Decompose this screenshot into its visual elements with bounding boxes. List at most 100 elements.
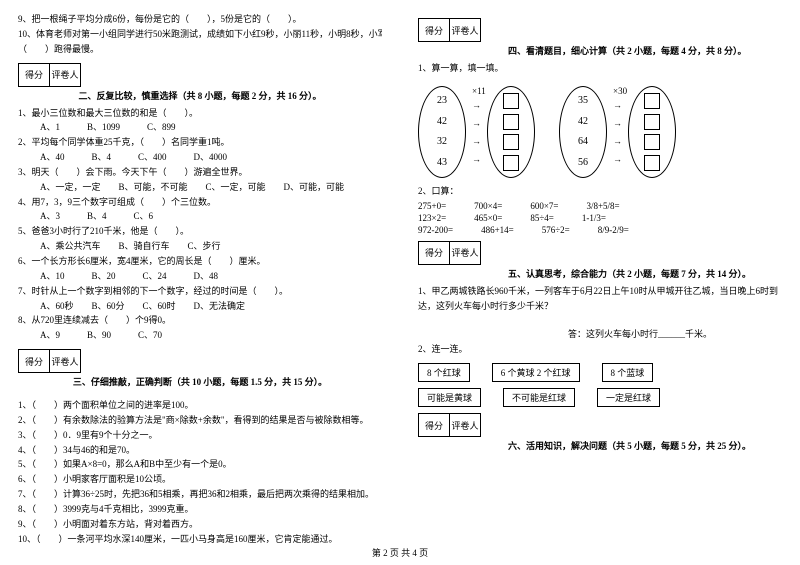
oval-number: 35 xyxy=(578,96,588,106)
calc-cell: 600×7= xyxy=(530,201,558,211)
score-box-6: 得分 评卷人 xyxy=(418,413,782,437)
blank-box[interactable] xyxy=(644,114,660,130)
score-label: 得分 xyxy=(418,413,450,437)
tf-item: 7、（ ）计算36÷25时，先把36和5相乘，再把36和2相乘，最后把两次乘得的… xyxy=(18,487,382,502)
blank-box[interactable] xyxy=(503,93,519,109)
match-box[interactable]: 8 个蓝球 xyxy=(602,363,654,382)
score-box-2: 得分 评卷人 xyxy=(18,63,382,87)
score-box-3: 得分 评卷人 xyxy=(18,349,382,373)
tf-item: 5、（ ）如果A×8=0，那么A和B中至少有一个是0。 xyxy=(18,457,382,472)
diagram-2: 35 42 64 56 ×30 → → → → xyxy=(559,86,676,178)
arrow-icon: → xyxy=(472,136,481,146)
arrow-icon: → xyxy=(613,154,622,164)
tf-item: 4、（ ）34与46的和是70。 xyxy=(18,443,382,458)
grader-label: 评卷人 xyxy=(450,18,481,42)
oval-number: 42 xyxy=(437,117,447,127)
oval-number: 43 xyxy=(437,158,447,168)
section-6-title: 六、活用知识，解决问题（共 5 小题，每题 5 分，共 25 分）。 xyxy=(418,439,782,452)
match-box[interactable]: 8 个红球 xyxy=(418,363,470,382)
blank-box[interactable] xyxy=(644,155,660,171)
mc-question: 4、用7，3，9三个数字可组成（ ）个三位数。 xyxy=(18,195,382,210)
oval-number: 64 xyxy=(578,137,588,147)
grader-label: 评卷人 xyxy=(50,349,81,373)
match-row-2: 可能是黄球 不可能是红球 一定是红球 xyxy=(418,388,782,407)
q5-1a: 1、甲乙两城铁路长960千米，一列客车于6月22日上午10时从甲城开往乙城，当日… xyxy=(418,284,782,299)
mc-options: A、10 B、20 C、24 D、48 xyxy=(18,269,382,284)
blank-box[interactable] xyxy=(503,134,519,150)
arrow-col-1: ×11 → → → → xyxy=(472,100,481,164)
mc-question: 6、一个长方形长6厘米，宽4厘米，它的周长是（ ）厘米。 xyxy=(18,254,382,269)
section-5-title: 五、认真思考，综合能力（共 2 小题，每题 7 分，共 14 分）。 xyxy=(418,267,782,280)
match-box[interactable]: 一定是红球 xyxy=(597,388,660,407)
mc-question: 2、平均每个同学体重25千克，（ ）名同学重1吨。 xyxy=(18,135,382,150)
q5-1-answer: 答：这列火车每小时行______千米。 xyxy=(418,327,782,342)
score-box-4: 得分 评卷人 xyxy=(418,18,782,42)
diagram-1: 23423243 ×11 → → → → xyxy=(418,86,535,178)
blank-box[interactable] xyxy=(644,93,660,109)
mc-question: 5、爸爸3小时行了210千米，他是（ ）。 xyxy=(18,224,382,239)
oval-number: 56 xyxy=(578,158,588,168)
mc-options: A、一定，一定 B、可能，不可能 C、一定，可能 D、可能，可能 xyxy=(18,180,382,195)
calc-cell: 85÷4= xyxy=(530,213,554,223)
calc-cell: 3/8+5/8= xyxy=(586,201,619,211)
blank-box[interactable] xyxy=(503,155,519,171)
grader-label: 评卷人 xyxy=(450,241,481,265)
mc-options: A、40 B、4 C、400 D、4000 xyxy=(18,150,382,165)
calc-cell: 465×0= xyxy=(474,213,502,223)
match-row-1: 8 个红球 6 个黄球 2 个红球 8 个蓝球 xyxy=(418,363,782,382)
match-box[interactable]: 可能是黄球 xyxy=(418,388,481,407)
calc-row: 123×2=465×0=85÷4=1-1/3= xyxy=(418,213,782,223)
oval-number: 42 xyxy=(578,117,588,127)
mc-question: 3、明天（ ）会下雨。今天下午（ ）游遍全世界。 xyxy=(18,165,382,180)
arrow-icon: → xyxy=(472,154,481,164)
score-label: 得分 xyxy=(418,18,450,42)
section-3-title: 三、仔细推敲，正确判断（共 10 小题，每题 1.5 分，共 15 分）。 xyxy=(18,375,382,388)
grader-label: 评卷人 xyxy=(50,63,81,87)
calc-cell: 972-200= xyxy=(418,225,453,235)
q9: 9、把一根绳子平均分成6份，每份是它的（ ），5份是它的（ ）。 xyxy=(18,12,382,27)
calc-cell: 8/9-2/9= xyxy=(598,225,629,235)
page-footer: 第 2 页 共 4 页 xyxy=(0,546,800,559)
match-box[interactable]: 6 个黄球 2 个红球 xyxy=(492,363,580,382)
calc-cell: 700×4= xyxy=(474,201,502,211)
grader-label: 评卷人 xyxy=(450,413,481,437)
calc-cell: 123×2= xyxy=(418,213,446,223)
arrow-col-2: ×30 → → → → xyxy=(613,100,622,164)
mc-options: A、3 B、4 C、6 xyxy=(18,209,382,224)
q4-1: 1、算一算，填一填。 xyxy=(418,61,782,76)
match-box[interactable]: 不可能是红球 xyxy=(503,388,575,407)
oval-input-1: 23423243 xyxy=(418,86,466,178)
oval-number: 23 xyxy=(437,96,447,106)
arrow-icon: → xyxy=(613,100,622,110)
q5-1b: 达，这列火车每小时行多少千米？ xyxy=(418,299,782,314)
mc-question: 8、从720里连续减去（ ）个9得0。 xyxy=(18,313,382,328)
mc-question: 7、时针从上一个数字到相邻的下一个数字，经过的时间是（ ）。 xyxy=(18,284,382,299)
score-label: 得分 xyxy=(18,63,50,87)
calc-row: 275+0= 700×4= 600×7= 3/8+5/8= xyxy=(418,201,782,211)
mc-options: A、乘公共汽车 B、骑自行车 C、步行 xyxy=(18,239,382,254)
score-box-5: 得分 评卷人 xyxy=(418,241,782,265)
arrow-icon: → xyxy=(613,136,622,146)
blank-box[interactable] xyxy=(644,134,660,150)
section-4-title: 四、看清题目，细心计算（共 2 小题，每题 4 分，共 8 分）。 xyxy=(418,44,782,57)
score-label: 得分 xyxy=(418,241,450,265)
calc-row: 972-200=486+14=576÷2=8/9-2/9= xyxy=(418,225,782,235)
tf-item: 2、（ ）有余数除法的验算方法是"商×除数+余数"，看得到的结果是否与被除数相等… xyxy=(18,413,382,428)
tf-item: 6、（ ）小明家客厅面积是10公顷。 xyxy=(18,472,382,487)
tf-item: 1、（ ）两个面积单位之间的进率是100。 xyxy=(18,398,382,413)
mc-options: A、1 B、1099 C、899 xyxy=(18,120,382,135)
arrow-icon: → xyxy=(472,118,481,128)
blank-box[interactable] xyxy=(503,114,519,130)
calc-cell: 486+14= xyxy=(481,225,514,235)
oval-input-2: 35 42 64 56 xyxy=(559,86,607,178)
q10a: 10、体育老师对第一小组同学进行50米跑测试，成绩如下小红9秒，小丽11秒，小明… xyxy=(18,27,382,42)
oval-output-2 xyxy=(628,86,676,178)
arrow-icon: → xyxy=(472,100,481,110)
calc-cell: 275+0= xyxy=(418,201,446,211)
tf-item: 8、（ ）3999克与4千克相比，3999克重。 xyxy=(18,502,382,517)
op-label-1: ×11 xyxy=(472,86,486,96)
mc-question: 1、最小三位数和最大三位数的和是（ ）。 xyxy=(18,106,382,121)
arrow-icon: → xyxy=(613,118,622,128)
op-label-2: ×30 xyxy=(613,86,627,96)
oval-output-1 xyxy=(487,86,535,178)
